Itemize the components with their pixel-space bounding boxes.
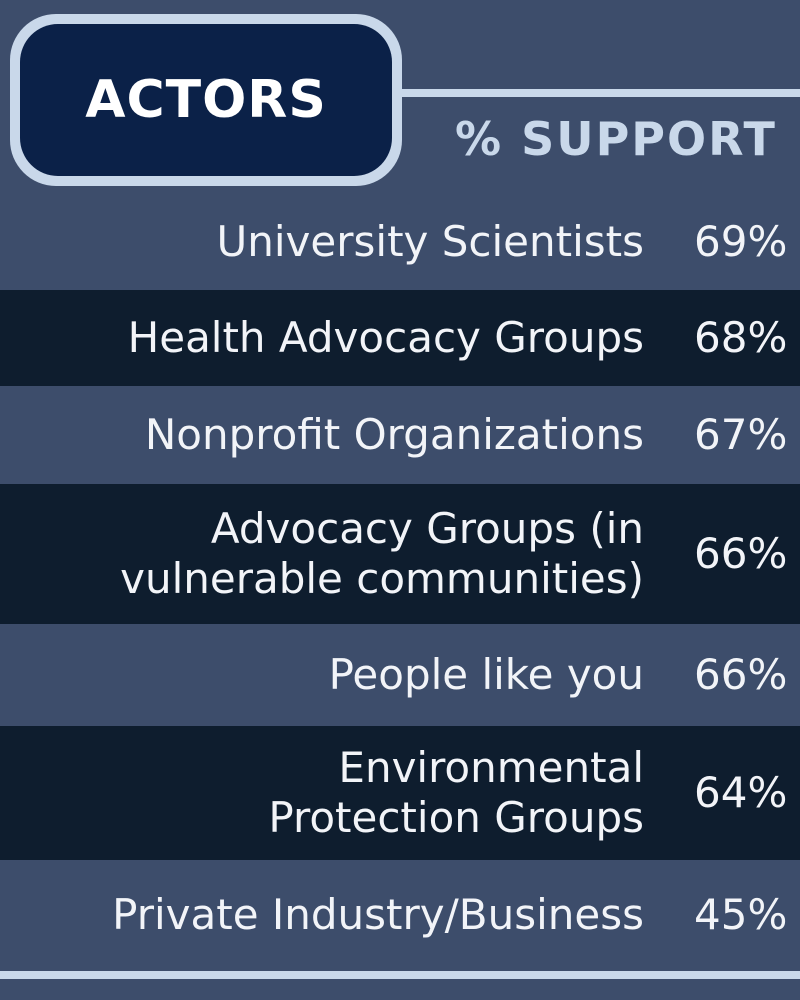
- actors-badge: ACTORS: [10, 14, 402, 186]
- actors-badge-fill: ACTORS: [20, 24, 392, 176]
- row-value-health-advocacy-groups: 68%: [694, 313, 788, 362]
- row-value-advocacy-groups-vulnerable: 66%: [694, 529, 788, 578]
- row-label-private-industry-business: Private Industry/Business: [112, 890, 644, 939]
- row-label-nonprofit-organizations: Nonprofit Organizations: [144, 410, 644, 459]
- row-label-environmental-protection-groups: Environmental Protection Groups: [268, 743, 644, 842]
- bottom-divider-line: [0, 971, 800, 979]
- row-value-university-scientists: 69%: [694, 217, 788, 266]
- table-row: Health Advocacy Groups 68%: [0, 290, 800, 386]
- row-label-advocacy-groups-vulnerable: Advocacy Groups (in vulnerable communiti…: [120, 504, 644, 603]
- table-row: Advocacy Groups (in vulnerable communiti…: [0, 484, 800, 624]
- header-divider-line: [380, 89, 800, 97]
- table-row: Nonprofit Organizations 67%: [0, 386, 800, 484]
- row-label-people-like-you: People like you: [328, 650, 644, 699]
- table-row: People like you 66%: [0, 624, 800, 726]
- row-value-nonprofit-organizations: 67%: [694, 410, 788, 459]
- table-row: University Scientists 69%: [0, 194, 800, 290]
- support-column-header: % SUPPORT: [455, 112, 777, 166]
- row-value-private-industry-business: 45%: [694, 890, 788, 939]
- row-value-environmental-protection-groups: 64%: [694, 768, 788, 817]
- row-label-university-scientists: University Scientists: [216, 217, 644, 266]
- actors-badge-title: ACTORS: [85, 70, 327, 130]
- row-label-health-advocacy-groups: Health Advocacy Groups: [127, 313, 644, 362]
- row-value-people-like-you: 66%: [694, 650, 788, 699]
- table-row: Environmental Protection Groups 64%: [0, 726, 800, 860]
- table-row: Private Industry/Business 45%: [0, 860, 800, 970]
